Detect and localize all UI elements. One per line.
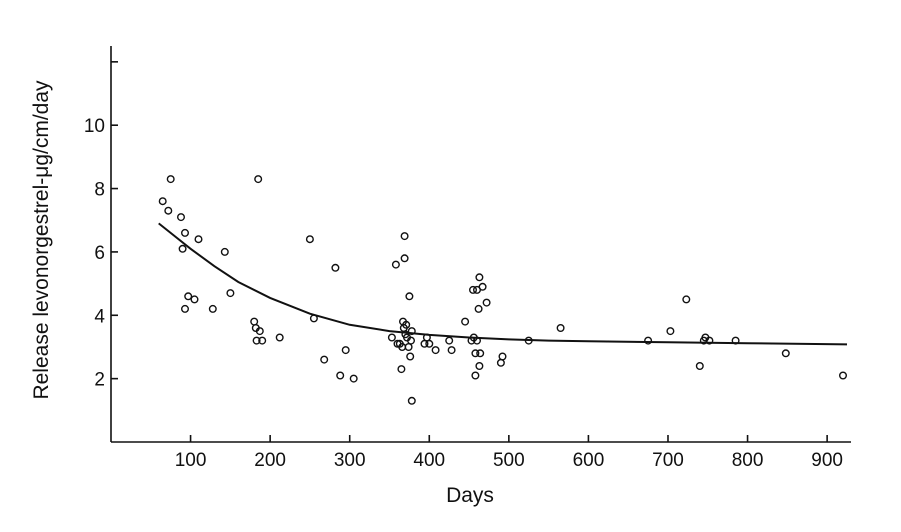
data-point xyxy=(402,320,411,329)
data-point xyxy=(556,324,565,333)
data-point xyxy=(255,327,264,336)
data-point xyxy=(252,336,261,345)
data-point xyxy=(254,175,263,184)
data-point xyxy=(320,355,329,364)
data-point xyxy=(391,260,400,269)
data-point xyxy=(469,285,478,294)
y-tick-label: 8 xyxy=(94,180,105,201)
data-point xyxy=(336,371,345,380)
points-layer xyxy=(158,175,848,405)
data-point xyxy=(425,339,434,348)
data-point xyxy=(478,282,487,291)
y-tick-label: 2 xyxy=(94,370,105,391)
y-tick-label: 6 xyxy=(94,243,105,264)
data-point xyxy=(158,197,167,206)
data-point xyxy=(498,352,507,361)
data-point xyxy=(190,295,199,304)
data-point xyxy=(644,336,653,345)
data-point xyxy=(405,292,414,301)
data-point xyxy=(164,206,173,215)
data-point xyxy=(445,336,454,345)
data-point xyxy=(839,371,848,380)
data-point xyxy=(404,343,413,352)
data-point xyxy=(695,362,704,371)
data-point xyxy=(331,263,340,272)
data-point xyxy=(208,304,217,313)
y-tick-label: 4 xyxy=(94,306,105,327)
x-tick-label: 800 xyxy=(732,450,764,471)
x-tick-label: 700 xyxy=(652,450,684,471)
y-tick-label: 10 xyxy=(84,116,105,137)
data-point xyxy=(166,175,175,184)
data-point xyxy=(250,317,259,326)
data-point xyxy=(406,352,415,361)
data-point xyxy=(180,304,189,313)
x-tick-label: 300 xyxy=(334,450,366,471)
data-point xyxy=(309,314,318,323)
axes xyxy=(110,46,851,443)
data-point xyxy=(496,358,505,367)
data-point xyxy=(476,349,485,358)
data-point xyxy=(400,254,409,263)
data-point xyxy=(474,304,483,313)
fitted-curve xyxy=(158,222,848,346)
data-point xyxy=(178,244,187,253)
x-axis-label: Days xyxy=(446,484,494,507)
x-tick-label: 200 xyxy=(254,450,286,471)
fit-curve-layer xyxy=(158,222,848,346)
data-point xyxy=(176,213,185,222)
data-point xyxy=(407,327,416,336)
data-point xyxy=(475,362,484,371)
y-axis-label: Release levonorgestrel-μg/cm/day xyxy=(30,80,53,400)
data-point xyxy=(184,292,193,301)
data-point xyxy=(407,396,416,405)
data-point xyxy=(705,336,714,345)
x-tick-label: 400 xyxy=(413,450,445,471)
data-point xyxy=(431,346,440,355)
data-point xyxy=(400,232,409,241)
data-point xyxy=(447,346,456,355)
data-point xyxy=(471,371,480,380)
data-point xyxy=(473,336,482,345)
data-point xyxy=(305,235,314,244)
data-point xyxy=(524,336,533,345)
data-point xyxy=(180,228,189,237)
data-point xyxy=(461,317,470,326)
data-point xyxy=(471,349,480,358)
data-point xyxy=(666,327,675,336)
data-point xyxy=(220,247,229,256)
data-point xyxy=(731,336,740,345)
data-point xyxy=(387,333,396,342)
ticks: 100 200 300 400 500 600 700 800 900 2 4 6 8 10 xyxy=(84,61,843,471)
data-point xyxy=(194,235,203,244)
x-tick-label: 100 xyxy=(175,450,207,471)
data-point xyxy=(258,336,267,345)
data-point xyxy=(341,346,350,355)
data-point xyxy=(397,365,406,374)
data-point xyxy=(407,336,416,345)
data-point xyxy=(226,289,235,298)
x-tick-label: 600 xyxy=(573,450,605,471)
data-point xyxy=(349,374,358,383)
data-point xyxy=(475,273,484,282)
x-tick-label: 500 xyxy=(493,450,525,471)
data-point xyxy=(275,333,284,342)
x-tick-label: 900 xyxy=(811,450,843,471)
data-point xyxy=(682,295,691,304)
data-point xyxy=(781,349,790,358)
data-point xyxy=(482,298,491,307)
